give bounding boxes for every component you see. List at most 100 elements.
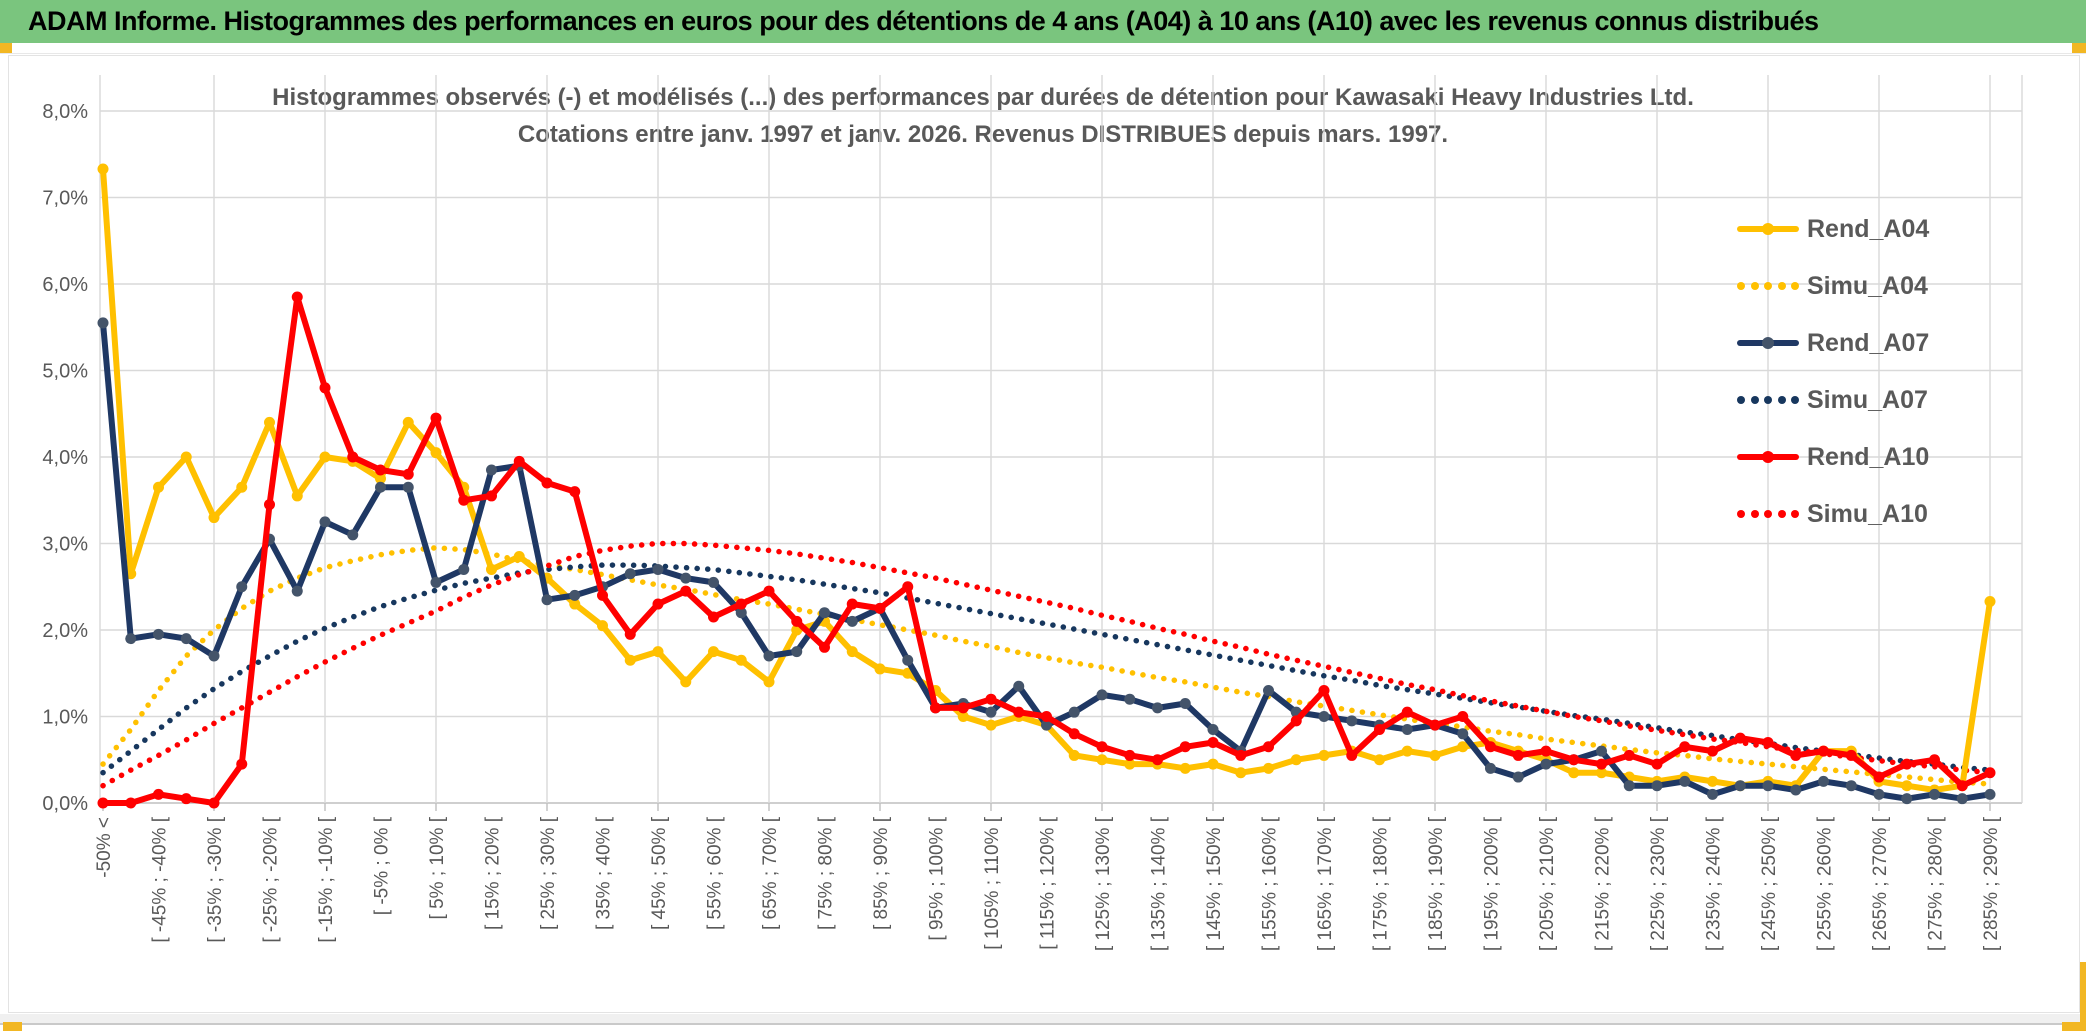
series-marker-Rend_A04 [97,163,109,175]
legend-label: Rend_A10 [1807,442,1930,471]
solid-line-marker-icon [1737,336,1799,350]
series-marker-Rend_A07 [791,646,803,658]
series-marker-Rend_A07 [347,529,359,541]
chart-title-line2: Cotations entre janv. 1997 et janv. 2026… [517,121,1449,148]
series-marker-Rend_A04 [1374,754,1385,766]
x-tick-label: [ 185% ; 190% [ [1426,816,1447,951]
series-marker-Rend_A07 [1179,698,1191,710]
series-marker-Rend_A04 [957,711,969,722]
series-marker-Rend_A10 [1346,749,1358,761]
series-marker-Rend_A10 [846,598,858,610]
bottom-strip [0,1014,2086,1025]
x-tick-label: [ 85% ; 90% [ [871,816,892,930]
series-marker-Rend_A04 [486,563,497,575]
series-marker-Rend_A07 [402,481,414,493]
series-marker-Rend_A07 [291,585,303,597]
series-marker-Rend_A04 [874,663,886,675]
series-marker-Rend_A07 [1845,780,1857,792]
legend-label: Simu_A10 [1807,499,1928,528]
series-marker-Rend_A07 [1041,719,1052,731]
series-marker-Rend_A04 [236,481,248,493]
series-marker-Rend_A10 [763,585,775,597]
series-marker-Rend_A10 [1096,741,1108,753]
series-marker-Rend_A10 [1401,706,1413,718]
x-tick-label: [ 95% ; 100% [ [927,816,948,940]
series-marker-Rend_A04 [513,550,525,562]
series-marker-Rend_A07 [569,589,581,601]
series-marker-Rend_A10 [1929,754,1940,766]
series-marker-Rend_A10 [513,455,525,467]
series-marker-Rend_A10 [1734,732,1746,744]
series-marker-Rend_A10 [902,581,914,593]
series-marker-Rend_A04 [264,416,275,428]
series-marker-Rend_A10 [1041,711,1052,722]
series-marker-Rend_A07 [1401,723,1413,735]
series-marker-Rend_A07 [1873,788,1885,800]
series-marker-Rend_A04 [180,451,192,463]
series-marker-Rend_A10 [1263,741,1274,753]
legend-label: Rend_A04 [1807,214,1930,243]
series-marker-Rend_A07 [1013,680,1025,692]
accent-top-right [2072,43,2086,53]
series-marker-Rend_A10 [1707,745,1718,757]
series-marker-Rend_A07 [1096,689,1108,701]
series-marker-Rend_A07 [1762,780,1774,792]
series-marker-Rend_A07 [1623,780,1635,792]
series-marker-Rend_A04 [1096,754,1108,766]
series-marker-Rend_A10 [1984,767,1996,779]
series-marker-Rend_A10 [319,382,331,394]
series-marker-Rend_A10 [1207,736,1219,748]
series-marker-Rend_A10 [597,589,608,601]
series-marker-Rend_A07 [1734,780,1746,792]
series-marker-Rend_A04 [208,512,220,524]
x-tick-label: [ 135% ; 140% [ [1149,816,1170,951]
x-tick-label: [ -5% ; 0% [ [372,816,393,915]
series-marker-Rend_A07 [1485,762,1496,774]
series-marker-Rend_A10 [1596,758,1607,770]
series-marker-Rend_A10 [125,797,137,809]
series-marker-Rend_A04 [1596,767,1607,779]
series-marker-Rend_A07 [1679,775,1691,787]
y-tick-label: 2,0% [42,620,88,642]
series-marker-Rend_A07 [1956,793,1968,805]
series-marker-Rend_A07 [624,568,636,580]
series-marker-Rend_A10 [1679,741,1691,753]
series-marker-Rend_A10 [1956,780,1968,792]
series-marker-Rend_A10 [541,477,553,489]
series-marker-Rend_A04 [1068,749,1080,761]
x-tick-label: [ 45% ; 50% [ [649,816,670,930]
series-marker-Rend_A04 [1984,595,1996,607]
series-marker-Rend_A04 [1290,754,1302,766]
titlebar-divider [0,43,2086,54]
chart-legend: Rend_A04 Simu_A04 Rend_A07 Simu_A07 Rend… [1737,206,1929,548]
series-marker-Rend_A10 [264,499,275,511]
series-marker-Rend_A07 [1901,793,1913,805]
x-tick-label: [ 55% ; 60% [ [705,816,726,930]
x-tick-label: [ 25% ; 30% [ [538,816,559,930]
series-marker-Rend_A04 [1263,762,1274,774]
series-marker-Rend_A04 [1457,741,1469,753]
solid-line-marker-icon [1737,450,1799,464]
chart-title-line1: Histogrammes observés (-) et modélisés (… [272,84,1694,111]
series-marker-Rend_A07 [902,654,914,666]
series-marker-Rend_A04 [680,676,692,688]
legend-label: Rend_A07 [1807,328,1930,357]
legend-entry-rend-a07: Rend_A07 [1737,320,1929,366]
x-tick-label: [ 195% ; 200% [ [1482,816,1503,951]
y-tick-label: 8,0% [42,101,88,123]
x-tick-label: [ -35% ; -30% [ [205,816,226,942]
series-marker-Rend_A07 [1457,728,1469,740]
x-tick-label: [ 215% ; 220% [ [1593,816,1614,951]
series-marker-Rend_A04 [597,620,608,632]
y-tick-label: 6,0% [42,274,88,296]
series-marker-Rend_A10 [153,788,164,800]
series-marker-Rend_A10 [1873,771,1885,783]
accent-bottom-left [3,1022,22,1031]
x-tick-label: [ 285% ; 290% [ [1981,816,2002,951]
series-marker-Rend_A10 [957,702,969,714]
series-marker-Rend_A07 [735,607,747,619]
x-tick-label: [ 225% ; 230% [ [1648,816,1669,951]
series-marker-Rend_A04 [735,654,747,666]
series-marker-Rend_A07 [1540,758,1552,770]
